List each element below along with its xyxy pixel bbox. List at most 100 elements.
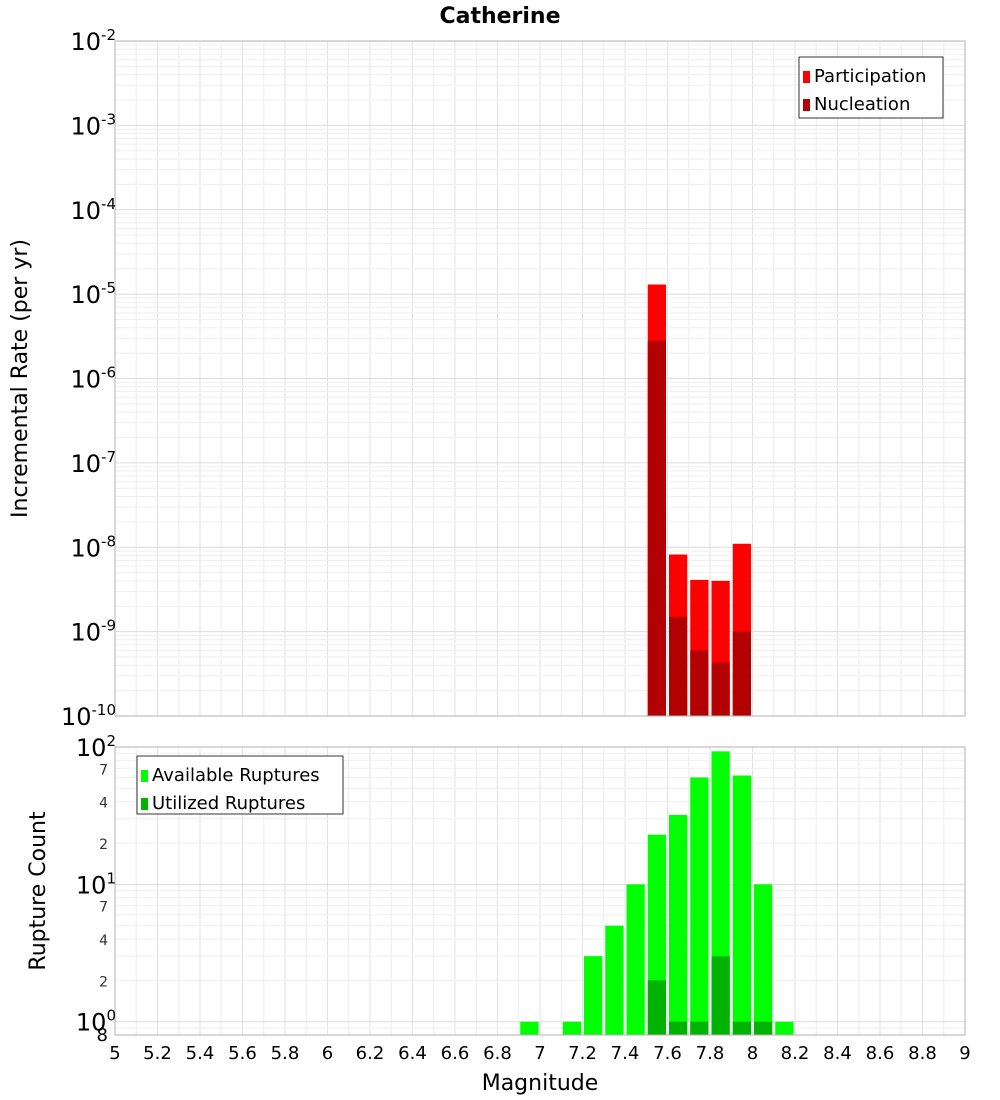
legend-label: Available Ruptures bbox=[152, 765, 320, 786]
available-ruptures-bar bbox=[605, 925, 624, 1035]
legend-swatch bbox=[803, 99, 810, 111]
count-legend: Available Ruptures Utilized Ruptures bbox=[136, 755, 344, 815]
rate-y-tick-label-exponent: -2 bbox=[101, 26, 116, 44]
x-tick-label: 8.6 bbox=[866, 1043, 895, 1064]
available-ruptures-bar bbox=[775, 1021, 794, 1035]
available-ruptures-bar bbox=[562, 1021, 581, 1035]
legend-label: Utilized Ruptures bbox=[152, 793, 305, 814]
x-tick-label: 7.4 bbox=[611, 1043, 640, 1064]
rate-y-tick-label-exponent: -7 bbox=[101, 448, 116, 466]
x-tick-label: 5.2 bbox=[143, 1043, 172, 1064]
x-tick-label: 9 bbox=[959, 1043, 970, 1064]
rate-y-tick-label: 10-3 bbox=[70, 110, 116, 140]
chart-title: Catherine bbox=[439, 4, 560, 29]
count-plot-area bbox=[114, 746, 966, 1036]
x-tick-label: 8.8 bbox=[908, 1043, 937, 1064]
x-tick-label: 7.6 bbox=[653, 1043, 682, 1064]
plot-grid bbox=[114, 747, 966, 1036]
count-y-minor-tick-label: 8 bbox=[97, 1025, 108, 1046]
utilized-ruptures-bar bbox=[669, 1021, 688, 1035]
x-tick-label: 8.4 bbox=[823, 1043, 852, 1064]
count-y-tick-label-base: 10 bbox=[76, 734, 107, 762]
count-y-tick-label-base: 10 bbox=[76, 1009, 107, 1037]
x-tick-label: 6.2 bbox=[356, 1043, 385, 1064]
count-y-tick-label-exponent: 1 bbox=[106, 869, 116, 887]
available-ruptures-bar bbox=[754, 884, 773, 1035]
rate-y-tick-label: 10-8 bbox=[70, 532, 116, 562]
rate-y-tick-label-base: 10 bbox=[70, 112, 101, 140]
rate-y-tick-label-base: 10 bbox=[70, 366, 101, 394]
rate-y-tick-label-base: 10 bbox=[61, 703, 92, 731]
nucleation-bar bbox=[711, 662, 730, 716]
legend-label: Participation bbox=[814, 66, 926, 87]
available-ruptures-bar bbox=[520, 1021, 539, 1035]
legend-swatch bbox=[141, 770, 148, 782]
utilized-ruptures-bar bbox=[690, 1021, 709, 1035]
rate-y-tick-label: 10-2 bbox=[70, 26, 116, 56]
count-y-tick-label-exponent: 0 bbox=[106, 1007, 116, 1025]
rate-y-tick-label: 10-6 bbox=[70, 364, 116, 394]
legend-box bbox=[798, 56, 944, 119]
rate-y-tick-label-base: 10 bbox=[70, 619, 101, 647]
nucleation-bar bbox=[732, 631, 751, 716]
legend-swatch bbox=[803, 71, 810, 83]
x-tick-label: 8.2 bbox=[781, 1043, 810, 1064]
count-y-tick-label: 100 bbox=[76, 1007, 116, 1037]
utilized-ruptures-bar bbox=[711, 956, 730, 1035]
rate-y-tick-label-exponent: -9 bbox=[101, 617, 116, 635]
nucleation-bar bbox=[669, 616, 688, 716]
rate-y-tick-label-base: 10 bbox=[70, 281, 101, 309]
count-bars bbox=[520, 751, 794, 1035]
rate-plot-area bbox=[114, 40, 966, 717]
rate-y-tick-label: 10-7 bbox=[70, 448, 116, 478]
x-tick-label: 5 bbox=[109, 1043, 120, 1064]
available-ruptures-bar bbox=[669, 814, 688, 1035]
count-y-minor-tick-label: 4 bbox=[99, 796, 108, 812]
rate-y-tick-label: 10-5 bbox=[70, 279, 116, 309]
legend-label: Nucleation bbox=[814, 94, 910, 115]
rate-y-tick-label-exponent: -6 bbox=[101, 364, 116, 382]
rate-bars bbox=[647, 284, 751, 716]
count-y-axis-label: Rupture Count bbox=[26, 811, 51, 971]
x-tick-label: 6 bbox=[322, 1043, 333, 1064]
utilized-ruptures-bar bbox=[647, 980, 666, 1035]
available-ruptures-bar bbox=[626, 884, 645, 1035]
available-ruptures-bar bbox=[690, 777, 709, 1035]
rate-y-tick-label: 10-4 bbox=[70, 195, 116, 225]
x-tick-label: 5.4 bbox=[186, 1043, 215, 1064]
rate-y-tick-label: 10-10 bbox=[61, 701, 116, 731]
count-y-minor-tick-label: 7 bbox=[99, 900, 108, 916]
x-tick-label: 6.8 bbox=[483, 1043, 512, 1064]
available-ruptures-bar bbox=[584, 956, 603, 1035]
x-tick-label: 6.4 bbox=[398, 1043, 427, 1064]
rate-y-tick-label-base: 10 bbox=[70, 534, 101, 562]
available-ruptures-bar bbox=[732, 775, 751, 1035]
rate-y-tick-label-base: 10 bbox=[70, 450, 101, 478]
rate-y-tick-label-exponent: -10 bbox=[92, 701, 117, 719]
utilized-ruptures-bar bbox=[732, 1021, 751, 1035]
count-y-minor-tick-label: 4 bbox=[99, 933, 108, 949]
count-y-minor-tick-label: 2 bbox=[99, 837, 108, 853]
rate-y-tick-label-exponent: -8 bbox=[101, 532, 116, 550]
rate-y-tick-label-exponent: -3 bbox=[101, 110, 116, 128]
count-y-tick-label: 101 bbox=[76, 869, 116, 899]
rate-legend: Participation Nucleation bbox=[798, 56, 944, 119]
count-y-tick-label-exponent: 2 bbox=[106, 732, 116, 750]
x-tick-label: 7.2 bbox=[568, 1043, 597, 1064]
rate-y-tick-label-exponent: -4 bbox=[101, 195, 116, 213]
nucleation-bar bbox=[647, 340, 666, 716]
count-y-tick-label: 102 bbox=[76, 732, 116, 762]
rate-y-tick-label: 10-9 bbox=[70, 617, 116, 647]
x-tick-label: 5.6 bbox=[228, 1043, 257, 1064]
utilized-ruptures-bar bbox=[754, 1021, 773, 1035]
legend-swatch bbox=[141, 798, 148, 810]
count-y-minor-tick-label: 2 bbox=[99, 974, 108, 990]
x-tick-label: 8 bbox=[747, 1043, 758, 1064]
rate-y-tick-label-exponent: -5 bbox=[101, 279, 116, 297]
rate-y-tick-label-base: 10 bbox=[70, 197, 101, 225]
rate-y-axis-label: Incremental Rate (per yr) bbox=[8, 239, 33, 518]
rate-y-tick-label-base: 10 bbox=[70, 28, 101, 56]
x-tick-label: 6.6 bbox=[441, 1043, 470, 1064]
x-tick-label: 7 bbox=[534, 1043, 545, 1064]
